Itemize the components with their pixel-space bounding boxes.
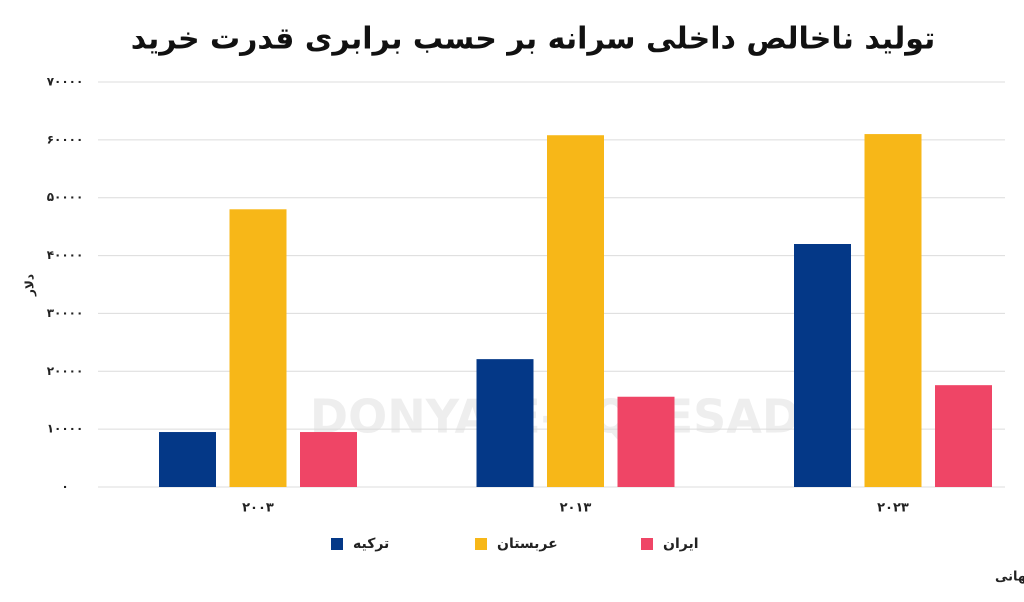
x-tick-label: ۲۰۰۳: [242, 501, 274, 516]
legend-label: عربستان: [497, 536, 558, 552]
y-tick-label: ۳۰۰۰۰: [47, 306, 84, 320]
y-tick-label: ۲۰۰۰۰: [47, 364, 84, 378]
bar: [476, 359, 534, 487]
bar: [935, 385, 992, 487]
legend-label: ایران: [663, 536, 699, 552]
bar: [300, 432, 357, 487]
legend-swatch: [331, 538, 343, 550]
chart-title: تولید ناخالص داخلی سرانه بر حسب برابری ق…: [131, 22, 936, 57]
y-tick-label: ۶۰۰۰۰: [47, 132, 84, 146]
y-tick-label: ۵۰۰۰۰: [47, 190, 84, 204]
bar: [794, 244, 851, 487]
y-tick-label: ۴۰۰۰۰: [47, 248, 84, 262]
y-tick-label: ۰: [61, 480, 68, 494]
legend-label: ترکیه: [353, 536, 389, 552]
x-tick-label: ۲۰۲۳: [877, 501, 909, 516]
y-tick-label: ۷۰۰۰۰: [47, 75, 84, 89]
bar: [159, 432, 216, 487]
bar: [229, 209, 287, 488]
bar: [864, 134, 922, 488]
bar: [617, 396, 675, 487]
legend-swatch: [475, 538, 487, 550]
y-tick-label: ۱۰۰۰۰: [47, 422, 84, 436]
bar: [547, 135, 604, 487]
y-axis-label: دلار: [23, 274, 37, 297]
source-note: منبع: بانک جهانی: [995, 570, 1024, 585]
x-tick-label: ۲۰۱۳: [560, 501, 592, 516]
legend-swatch: [641, 538, 653, 550]
